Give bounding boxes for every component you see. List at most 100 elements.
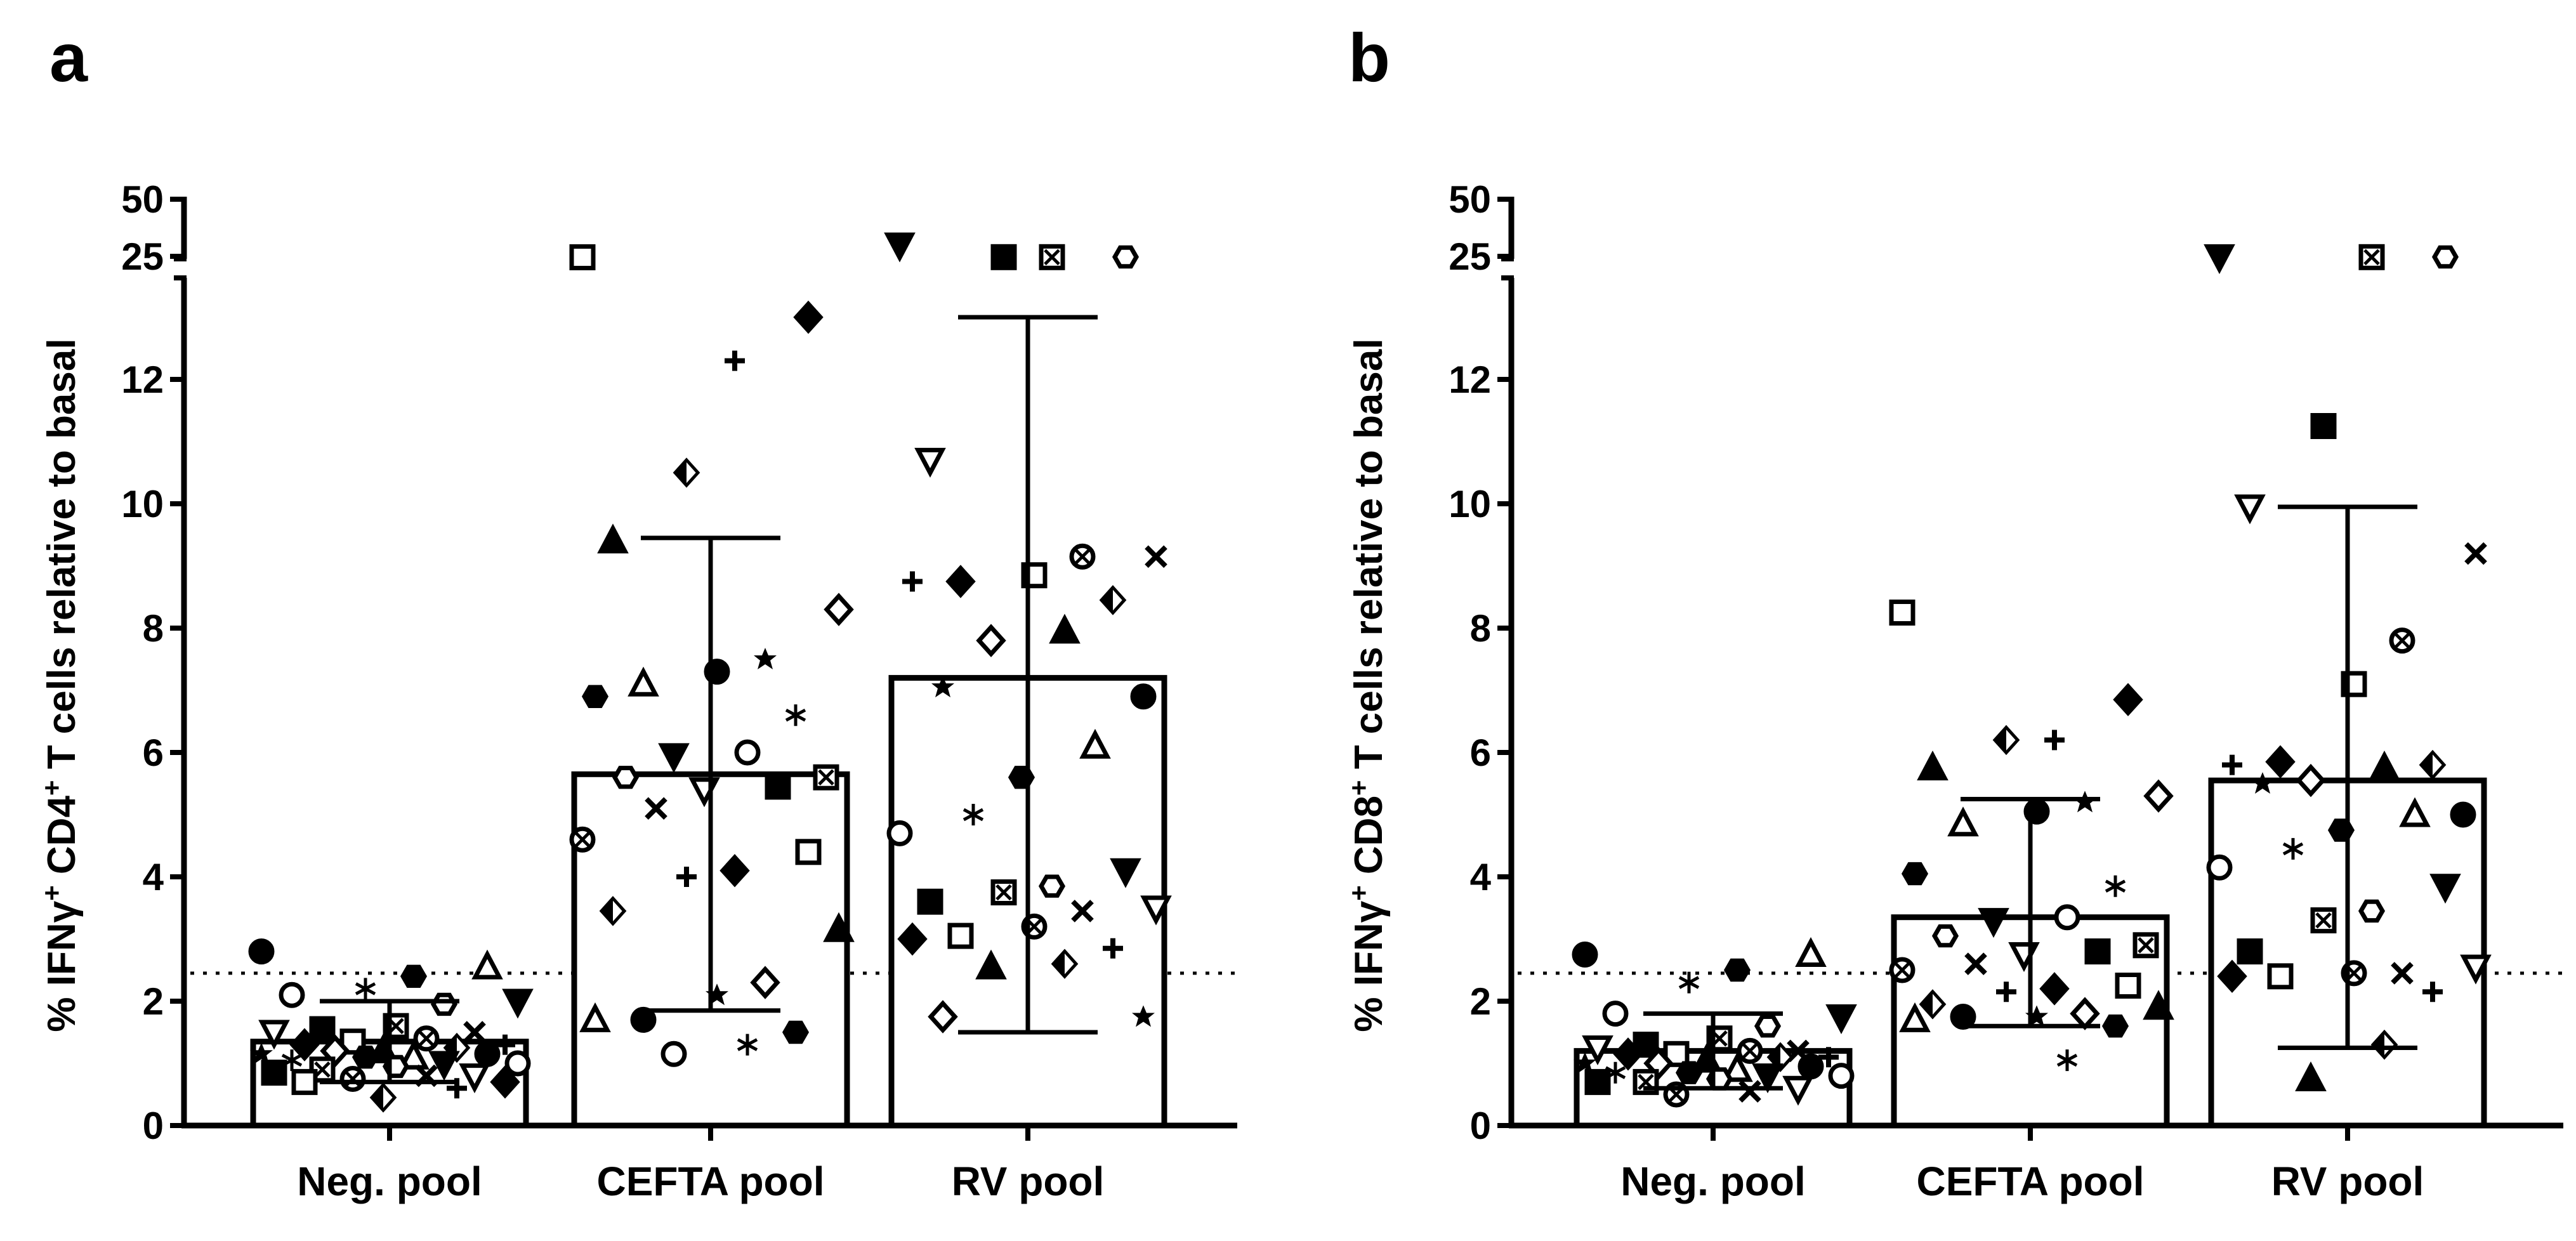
data-point [2132,932,2159,959]
data-point [1737,1037,1763,1064]
data-point [2073,791,2096,813]
chart-panel-a: % IFNγ+ CD4+ T cells relative to basal 0… [37,178,1237,1204]
data-point [612,765,640,789]
data-point [250,1042,273,1065]
data-point [2310,413,2337,439]
data-point [947,923,974,949]
data-point [2054,904,2080,931]
y-label-sup-2: + [37,780,67,796]
data-point [1797,1053,1824,1080]
data-point [1574,1052,1596,1074]
y-tick-label: 25 [121,235,164,278]
data-point [597,523,629,554]
x-tick-label: CEFTA pool [1916,1159,2144,1204]
data-point [1978,908,2009,938]
data-point [398,1039,430,1070]
data-point [1996,982,2016,1002]
y-label-sup-1: + [1344,885,1374,901]
y-tick-label: 0 [1470,1105,1491,1147]
y-tick-label: 8 [143,607,164,650]
data-point [1901,862,1929,886]
data-point [975,949,1007,980]
data-point [1964,952,1987,976]
data-point [750,966,780,999]
data-point [2217,959,2247,994]
data-point [2429,874,2461,904]
data-point [1051,949,1079,979]
data-point [945,565,976,598]
data-point [581,685,609,709]
data-point [569,826,596,853]
y-label-part-2: CD4 [40,796,84,886]
data-point [963,804,984,825]
data-point [928,1000,958,1034]
data-point [1782,1075,1814,1106]
data-point [2295,1061,2327,1091]
data-point [658,743,690,773]
data-point [2358,899,2386,923]
y-tick-label: 25 [1449,235,1491,278]
y-tick-label: 0 [143,1105,164,1147]
data-point [2105,875,2126,897]
data-point [504,1050,531,1077]
data-point [2222,754,2242,775]
y-label-part-3: T cells relative to basal [1347,338,1391,780]
y-tick-label: 50 [121,178,164,221]
y-tick-label: 12 [1449,358,1491,401]
data-point [1099,585,1127,615]
data-point [355,978,376,1000]
data-point [1675,1061,1703,1084]
data-point [2464,542,2487,565]
data-point [352,1045,379,1069]
y-label-sup-1: + [37,885,67,901]
data-point [931,676,954,698]
data-point [413,1025,440,1052]
data-point [2310,907,2337,934]
data-point [2389,627,2415,654]
data-point [579,1002,611,1032]
data-point [1613,1037,1643,1071]
data-point [2237,938,2263,965]
data-point [676,867,697,887]
x-tick-label: Neg. pool [297,1159,482,1204]
data-point [430,992,458,1016]
data-point [813,764,839,791]
data-point [793,300,824,334]
data-point [471,949,503,980]
data-point [495,1034,515,1055]
data-point [2370,1029,2398,1060]
data-point [673,457,700,488]
data-point [902,571,923,592]
data-point [897,922,928,956]
x-tick-label: CEFTA pool [596,1159,824,1204]
y-tick-label: 12 [121,358,164,401]
data-point [2460,954,2492,985]
data-point [1889,957,1916,983]
data-point [2419,749,2447,780]
y-label-part-1: % IFNγ [40,900,84,1032]
data-point [1112,245,1140,269]
data-point [628,666,659,697]
data-point [660,1041,687,1067]
data-point [990,244,1017,270]
data-point [2391,962,2414,985]
data-point [2422,982,2443,1002]
y-label-part-3: T cells relative to basal [40,338,84,780]
data-point [2039,972,2070,1006]
data-point [2369,751,2400,780]
data-point [1069,543,1096,570]
data-point [884,232,916,263]
data-point [1572,942,1598,968]
panel-letter-b: b [1348,19,1390,96]
data-point [2056,1049,2078,1072]
data-point [1723,958,1751,982]
data-point [309,1016,336,1042]
data-point [976,624,1006,657]
data-point [2113,683,2143,716]
data-point [824,593,854,626]
chart-panel-b: % IFNγ+ CD8+ T cells relative to basal 0… [1344,178,2563,1204]
data-point [1140,895,1172,926]
data-point [1132,1005,1155,1027]
data-point [1721,1052,1753,1082]
